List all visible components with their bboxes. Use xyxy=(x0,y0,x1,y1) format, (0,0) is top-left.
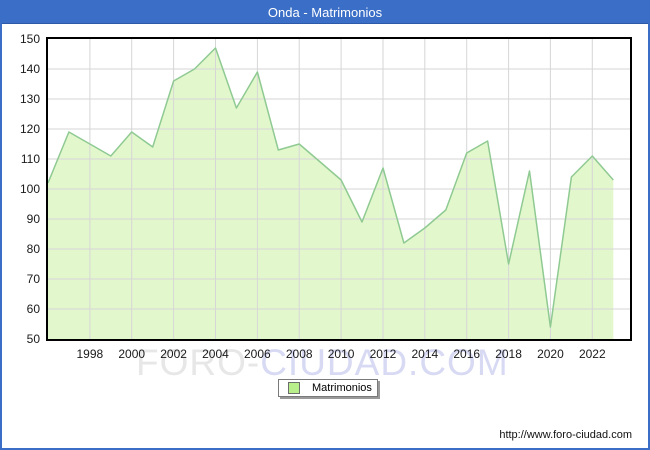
area-fill xyxy=(48,48,614,339)
x-tick-label: 2020 xyxy=(537,347,564,361)
y-tick-label: 90 xyxy=(26,212,40,226)
x-tick-label: 2022 xyxy=(578,347,606,361)
y-tick-label: 60 xyxy=(26,302,40,316)
plot-area xyxy=(46,37,632,341)
watermark-part1: FORO- xyxy=(136,342,261,383)
y-tick-label: 100 xyxy=(19,182,40,196)
legend-box: Matrimonios xyxy=(278,379,378,397)
y-tick-label: 150 xyxy=(19,32,40,46)
watermark-part2: CIUDAD.COM xyxy=(260,342,509,383)
area-chart xyxy=(48,39,630,339)
x-tick-label: 2010 xyxy=(327,347,355,361)
y-tick-label: 130 xyxy=(19,92,40,106)
title-bar: Onda - Matrimonios xyxy=(2,2,648,24)
x-tick-label: 2018 xyxy=(495,347,522,361)
watermark: FORO-CIUDAD.COM xyxy=(136,342,509,384)
x-tick-label: 2016 xyxy=(453,347,481,361)
legend-swatch-icon xyxy=(288,382,300,394)
y-tick-label: 110 xyxy=(20,152,40,166)
y-tick-label: 50 xyxy=(26,332,40,346)
x-tick-label: 2002 xyxy=(160,347,187,361)
y-tick-label: 140 xyxy=(19,62,40,76)
x-tick-label: 2014 xyxy=(411,347,439,361)
x-tick-label: 2012 xyxy=(369,347,397,361)
legend-label: Matrimonios xyxy=(312,382,372,394)
y-tick-label: 80 xyxy=(26,242,40,256)
page-title: Onda - Matrimonios xyxy=(267,5,383,20)
x-tick-label: 2006 xyxy=(243,347,271,361)
area-series-line xyxy=(48,47,614,328)
y-tick-label: 70 xyxy=(26,272,40,286)
x-tick-label: 2008 xyxy=(285,347,313,361)
x-tick-label: 2000 xyxy=(118,347,146,361)
x-tick-label: 2004 xyxy=(202,347,229,361)
y-tick-label: 120 xyxy=(19,122,40,136)
footer-url: http://www.foro-ciudad.com xyxy=(499,429,632,441)
x-tick-label: 1998 xyxy=(76,347,104,361)
